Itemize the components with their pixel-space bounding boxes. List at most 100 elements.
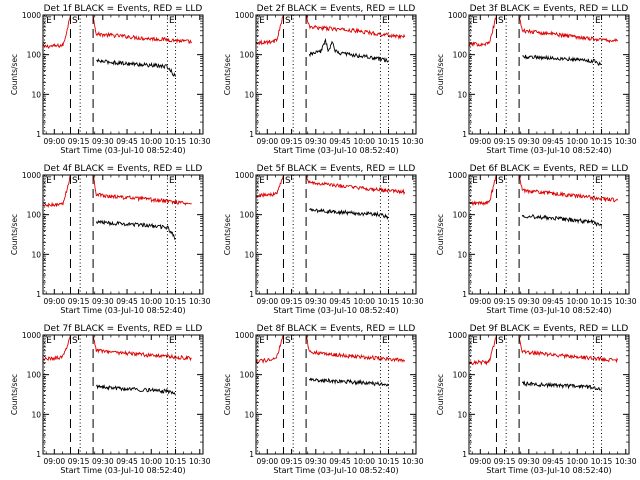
marker-label: E xyxy=(259,176,265,186)
x-tick-label: 10:30 xyxy=(615,457,637,466)
x-tick-label: 09:30 xyxy=(305,297,327,306)
x-tick-label: 09:00 xyxy=(44,457,66,466)
x-tick-label: 09:30 xyxy=(92,297,114,306)
x-tick-label: 10:15 xyxy=(165,297,187,306)
x-tick-label: 09:00 xyxy=(257,457,279,466)
y-tick-label: 100 xyxy=(240,51,255,60)
marker-label: E xyxy=(472,336,478,346)
marker-label: E xyxy=(169,176,175,186)
y-tick-label: 10 xyxy=(244,250,254,259)
y-axis-label: Counts/sec xyxy=(436,54,445,95)
x-tick-label: 10:15 xyxy=(591,137,613,146)
x-axis-label: Start Time (03-Jul-10 08:52:40) xyxy=(486,146,611,155)
x-tick-label: 09:30 xyxy=(518,137,540,146)
y-tick-label: 1 xyxy=(462,290,467,299)
plot-frame xyxy=(468,14,630,135)
x-axis-label: Start Time (03-Jul-10 08:52:40) xyxy=(273,146,398,155)
x-tick-label: 10:30 xyxy=(189,457,211,466)
y-tick-label: 10 xyxy=(457,410,467,419)
x-tick-label: 10:15 xyxy=(378,457,400,466)
y-axis-label: Counts/sec xyxy=(10,54,19,95)
x-tick-label: 10:30 xyxy=(189,137,211,146)
y-tick-label: 100 xyxy=(453,371,468,380)
y-tick-label: 1000 xyxy=(448,11,467,20)
x-tick-label: 09:00 xyxy=(257,137,279,146)
x-tick-label: 10:15 xyxy=(591,297,613,306)
x-tick-label: 09:30 xyxy=(92,457,114,466)
x-tick-label: 09:45 xyxy=(116,297,138,306)
x-axis-label: Start Time (03-Jul-10 08:52:40) xyxy=(486,306,611,315)
event-rate-line xyxy=(96,58,176,77)
x-tick-label: 10:30 xyxy=(402,137,424,146)
x-tick-label: 10:00 xyxy=(140,297,162,306)
panel-title: Det 3f BLACK = Events, RED = LLD xyxy=(470,4,629,14)
x-tick-label: 09:30 xyxy=(518,297,540,306)
x-tick-label: 09:00 xyxy=(470,457,492,466)
x-tick-label: 10:15 xyxy=(165,137,187,146)
y-tick-label: 1000 xyxy=(22,171,41,180)
y-tick-label: 100 xyxy=(27,51,42,60)
y-tick-label: 1000 xyxy=(235,331,254,340)
panel-title: Det 9f BLACK = Events, RED = LLD xyxy=(470,324,629,334)
x-tick-label: 09:15 xyxy=(281,297,303,306)
y-tick-label: 1000 xyxy=(448,171,467,180)
x-tick-label: 10:30 xyxy=(189,297,211,306)
lld-rate-line xyxy=(468,334,619,366)
marker-label: E xyxy=(46,336,52,346)
marker-label: E xyxy=(472,16,478,26)
x-axis-label: Start Time (03-Jul-10 08:52:40) xyxy=(273,306,398,315)
lld-rate-line xyxy=(42,14,193,49)
y-tick-label: 10 xyxy=(31,90,41,99)
y-axis-label: Counts/sec xyxy=(223,214,232,255)
x-tick-label: 10:00 xyxy=(566,137,588,146)
panel-title: Det 5f BLACK = Events, RED = LLD xyxy=(257,164,416,174)
x-tick-label: 09:45 xyxy=(329,297,351,306)
y-axis-label: Counts/sec xyxy=(10,214,19,255)
x-tick-label: 10:00 xyxy=(566,297,588,306)
y-tick-label: 100 xyxy=(27,371,42,380)
y-tick-label: 100 xyxy=(240,371,255,380)
x-tick-label: 10:30 xyxy=(402,457,424,466)
y-tick-label: 1000 xyxy=(235,11,254,20)
panel-title: Det 4f BLACK = Events, RED = LLD xyxy=(44,164,203,174)
x-tick-label: 09:45 xyxy=(542,297,564,306)
marker-label: E xyxy=(382,336,388,346)
x-axis-label: Start Time (03-Jul-10 08:52:40) xyxy=(60,146,185,155)
plot-frame xyxy=(42,334,204,455)
panel-title: Det 7f BLACK = Events, RED = LLD xyxy=(44,324,203,334)
event-rate-line xyxy=(521,380,602,391)
x-tick-label: 09:15 xyxy=(494,297,516,306)
x-axis-label: Start Time (03-Jul-10 08:52:40) xyxy=(60,466,185,475)
y-tick-label: 10 xyxy=(244,410,254,419)
y-tick-label: 10 xyxy=(457,250,467,259)
x-tick-label: 09:30 xyxy=(305,457,327,466)
x-tick-label: 10:00 xyxy=(353,137,375,146)
event-rate-line xyxy=(95,219,176,241)
marker-label: E xyxy=(46,16,52,26)
x-tick-label: 10:00 xyxy=(353,457,375,466)
x-tick-label: 09:45 xyxy=(329,137,351,146)
marker-label: S xyxy=(72,16,78,26)
y-tick-label: 10 xyxy=(31,410,41,419)
x-tick-label: 09:30 xyxy=(518,457,540,466)
panel-title: Det 1f BLACK = Events, RED = LLD xyxy=(44,4,203,14)
plot-frame xyxy=(468,174,630,295)
x-tick-label: 10:30 xyxy=(615,297,637,306)
marker-label: S xyxy=(285,336,291,346)
x-tick-label: 09:45 xyxy=(116,137,138,146)
y-tick-label: 1 xyxy=(36,130,41,139)
x-tick-label: 10:15 xyxy=(378,297,400,306)
marker-label: S xyxy=(498,16,504,26)
x-tick-label: 09:15 xyxy=(68,457,90,466)
y-tick-label: 1000 xyxy=(448,331,467,340)
y-tick-label: 100 xyxy=(27,211,42,220)
marker-label: E xyxy=(259,336,265,346)
event-rate-line xyxy=(95,383,176,395)
marker-label: S xyxy=(285,176,291,186)
marker-label: S xyxy=(285,16,291,26)
